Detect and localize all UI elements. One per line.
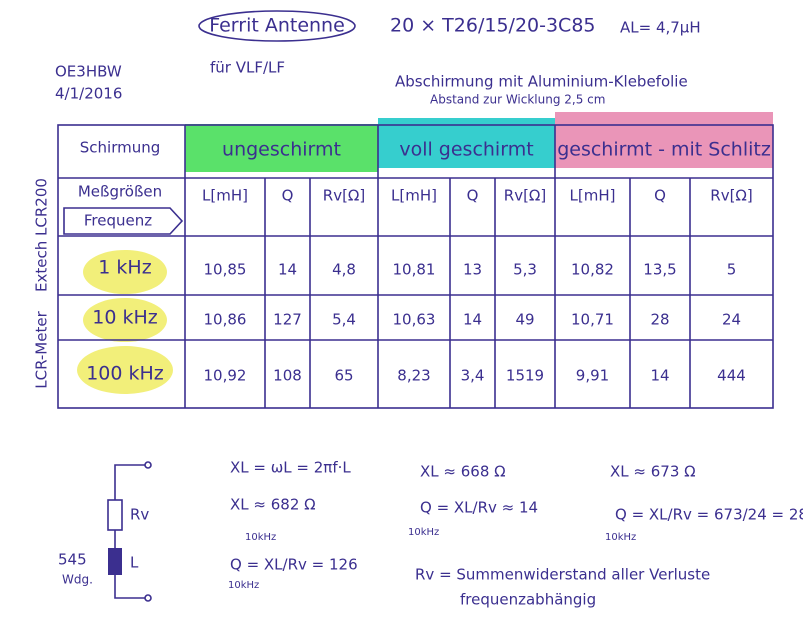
frequency: 1 kHz <box>98 257 151 279</box>
formula: XL ≈ 682 Ω <box>230 496 316 514</box>
formula: XL ≈ 673 Ω <box>610 463 696 481</box>
frequency: 100 kHz <box>86 363 164 385</box>
cell: 4,8 <box>332 261 356 279</box>
frequency-arrow <box>63 207 184 235</box>
column-label: L[mH] <box>391 187 437 205</box>
quantities-label: Meßgrößen <box>78 183 162 201</box>
cell: 14 <box>463 311 482 329</box>
circuit <box>107 461 152 602</box>
formula: XL = ωL = 2πf·L <box>230 459 351 477</box>
cell: 10,85 <box>204 261 247 279</box>
cell: 49 <box>515 311 534 329</box>
core: 20 × T26/15/20-3C85 <box>390 15 596 37</box>
frequency-label: Frequenz <box>84 212 152 230</box>
cell: 5,4 <box>332 311 356 329</box>
side-label: Extech LCR200 <box>33 178 51 292</box>
cell: 5,3 <box>513 261 537 279</box>
cell: 9,91 <box>576 367 609 385</box>
note-1: Abschirmung mit Aluminium-Klebefolie <box>395 73 688 91</box>
note-2: Abstand zur Wicklung 2,5 cm <box>430 93 605 107</box>
circuit-l: L <box>130 554 139 572</box>
group-highlight <box>555 112 773 168</box>
cell: 108 <box>273 367 302 385</box>
column-label: Rv[Ω] <box>710 187 752 205</box>
group-highlight <box>378 118 555 168</box>
column-label: Q <box>282 187 294 205</box>
title-frame <box>198 10 356 42</box>
cell: 13 <box>463 261 482 279</box>
terminal <box>144 594 152 602</box>
formula: Q = XL/Rv = 126 <box>230 556 358 574</box>
cell: 10,63 <box>393 311 436 329</box>
column-label: Q <box>654 187 666 205</box>
formula-freq: 10kHz <box>408 527 439 538</box>
cell: 13,5 <box>643 261 676 279</box>
formula: frequenzabhängig <box>460 591 596 609</box>
resistor <box>107 499 123 531</box>
table-border <box>57 124 774 409</box>
freq-highlight <box>77 346 173 394</box>
inductor <box>108 548 122 575</box>
cell: 127 <box>273 311 302 329</box>
cell: 10,82 <box>571 261 614 279</box>
cell: 10,92 <box>204 367 247 385</box>
title: Ferrit Antenne <box>209 15 345 37</box>
formula-freq: 10kHz <box>245 532 276 543</box>
cell: 65 <box>334 367 353 385</box>
table-corner: Schirmung <box>80 139 161 157</box>
callsign: OE3HBW <box>55 63 122 81</box>
freq-highlight <box>83 298 167 342</box>
frequency: 10 kHz <box>92 307 158 329</box>
cell: 10,81 <box>393 261 436 279</box>
cell: 10,86 <box>204 311 247 329</box>
cell: 1519 <box>506 367 544 385</box>
formula-freq: 10kHz <box>228 580 259 591</box>
wire <box>114 464 145 599</box>
column-label: Rv[Ω] <box>323 187 365 205</box>
column-label: L[mH] <box>202 187 248 205</box>
turns: 545 <box>58 551 87 569</box>
cell: 8,23 <box>397 367 430 385</box>
cell: 444 <box>717 367 746 385</box>
group-highlight <box>185 124 378 172</box>
al-value: AL= 4,7µH <box>620 19 701 37</box>
column-label: L[mH] <box>570 187 616 205</box>
band: für VLF/LF <box>210 59 285 77</box>
turns-unit: Wdg. <box>62 573 93 587</box>
cell: 14 <box>650 367 669 385</box>
cell: 14 <box>278 261 297 279</box>
cell: 24 <box>722 311 741 329</box>
circuit-rv: Rv <box>130 506 149 524</box>
date: 4/1/2016 <box>55 85 122 103</box>
formula: XL ≈ 668 Ω <box>420 463 506 481</box>
column-label: Rv[Ω] <box>504 187 546 205</box>
cell: 28 <box>650 311 669 329</box>
group-label: voll geschirmt <box>399 139 533 161</box>
column-label: Q <box>467 187 479 205</box>
group-label: ungeschirmt <box>222 139 341 161</box>
formula: Q = XL/Rv = 673/24 = 28 <box>615 506 803 524</box>
formula: Rv = Summenwiderstand aller Verluste <box>415 566 710 584</box>
cell: 10,71 <box>571 311 614 329</box>
freq-highlight <box>83 250 167 294</box>
formula: Q = XL/Rv ≈ 14 <box>420 499 538 517</box>
terminal <box>144 461 152 469</box>
table-grid <box>57 124 774 409</box>
group-label: geschirmt - mit Schlitz <box>557 139 771 161</box>
cell: 3,4 <box>461 367 485 385</box>
cell: 5 <box>727 261 737 279</box>
side-label: LCR-Meter <box>33 310 51 388</box>
formula-freq: 10kHz <box>605 532 636 543</box>
